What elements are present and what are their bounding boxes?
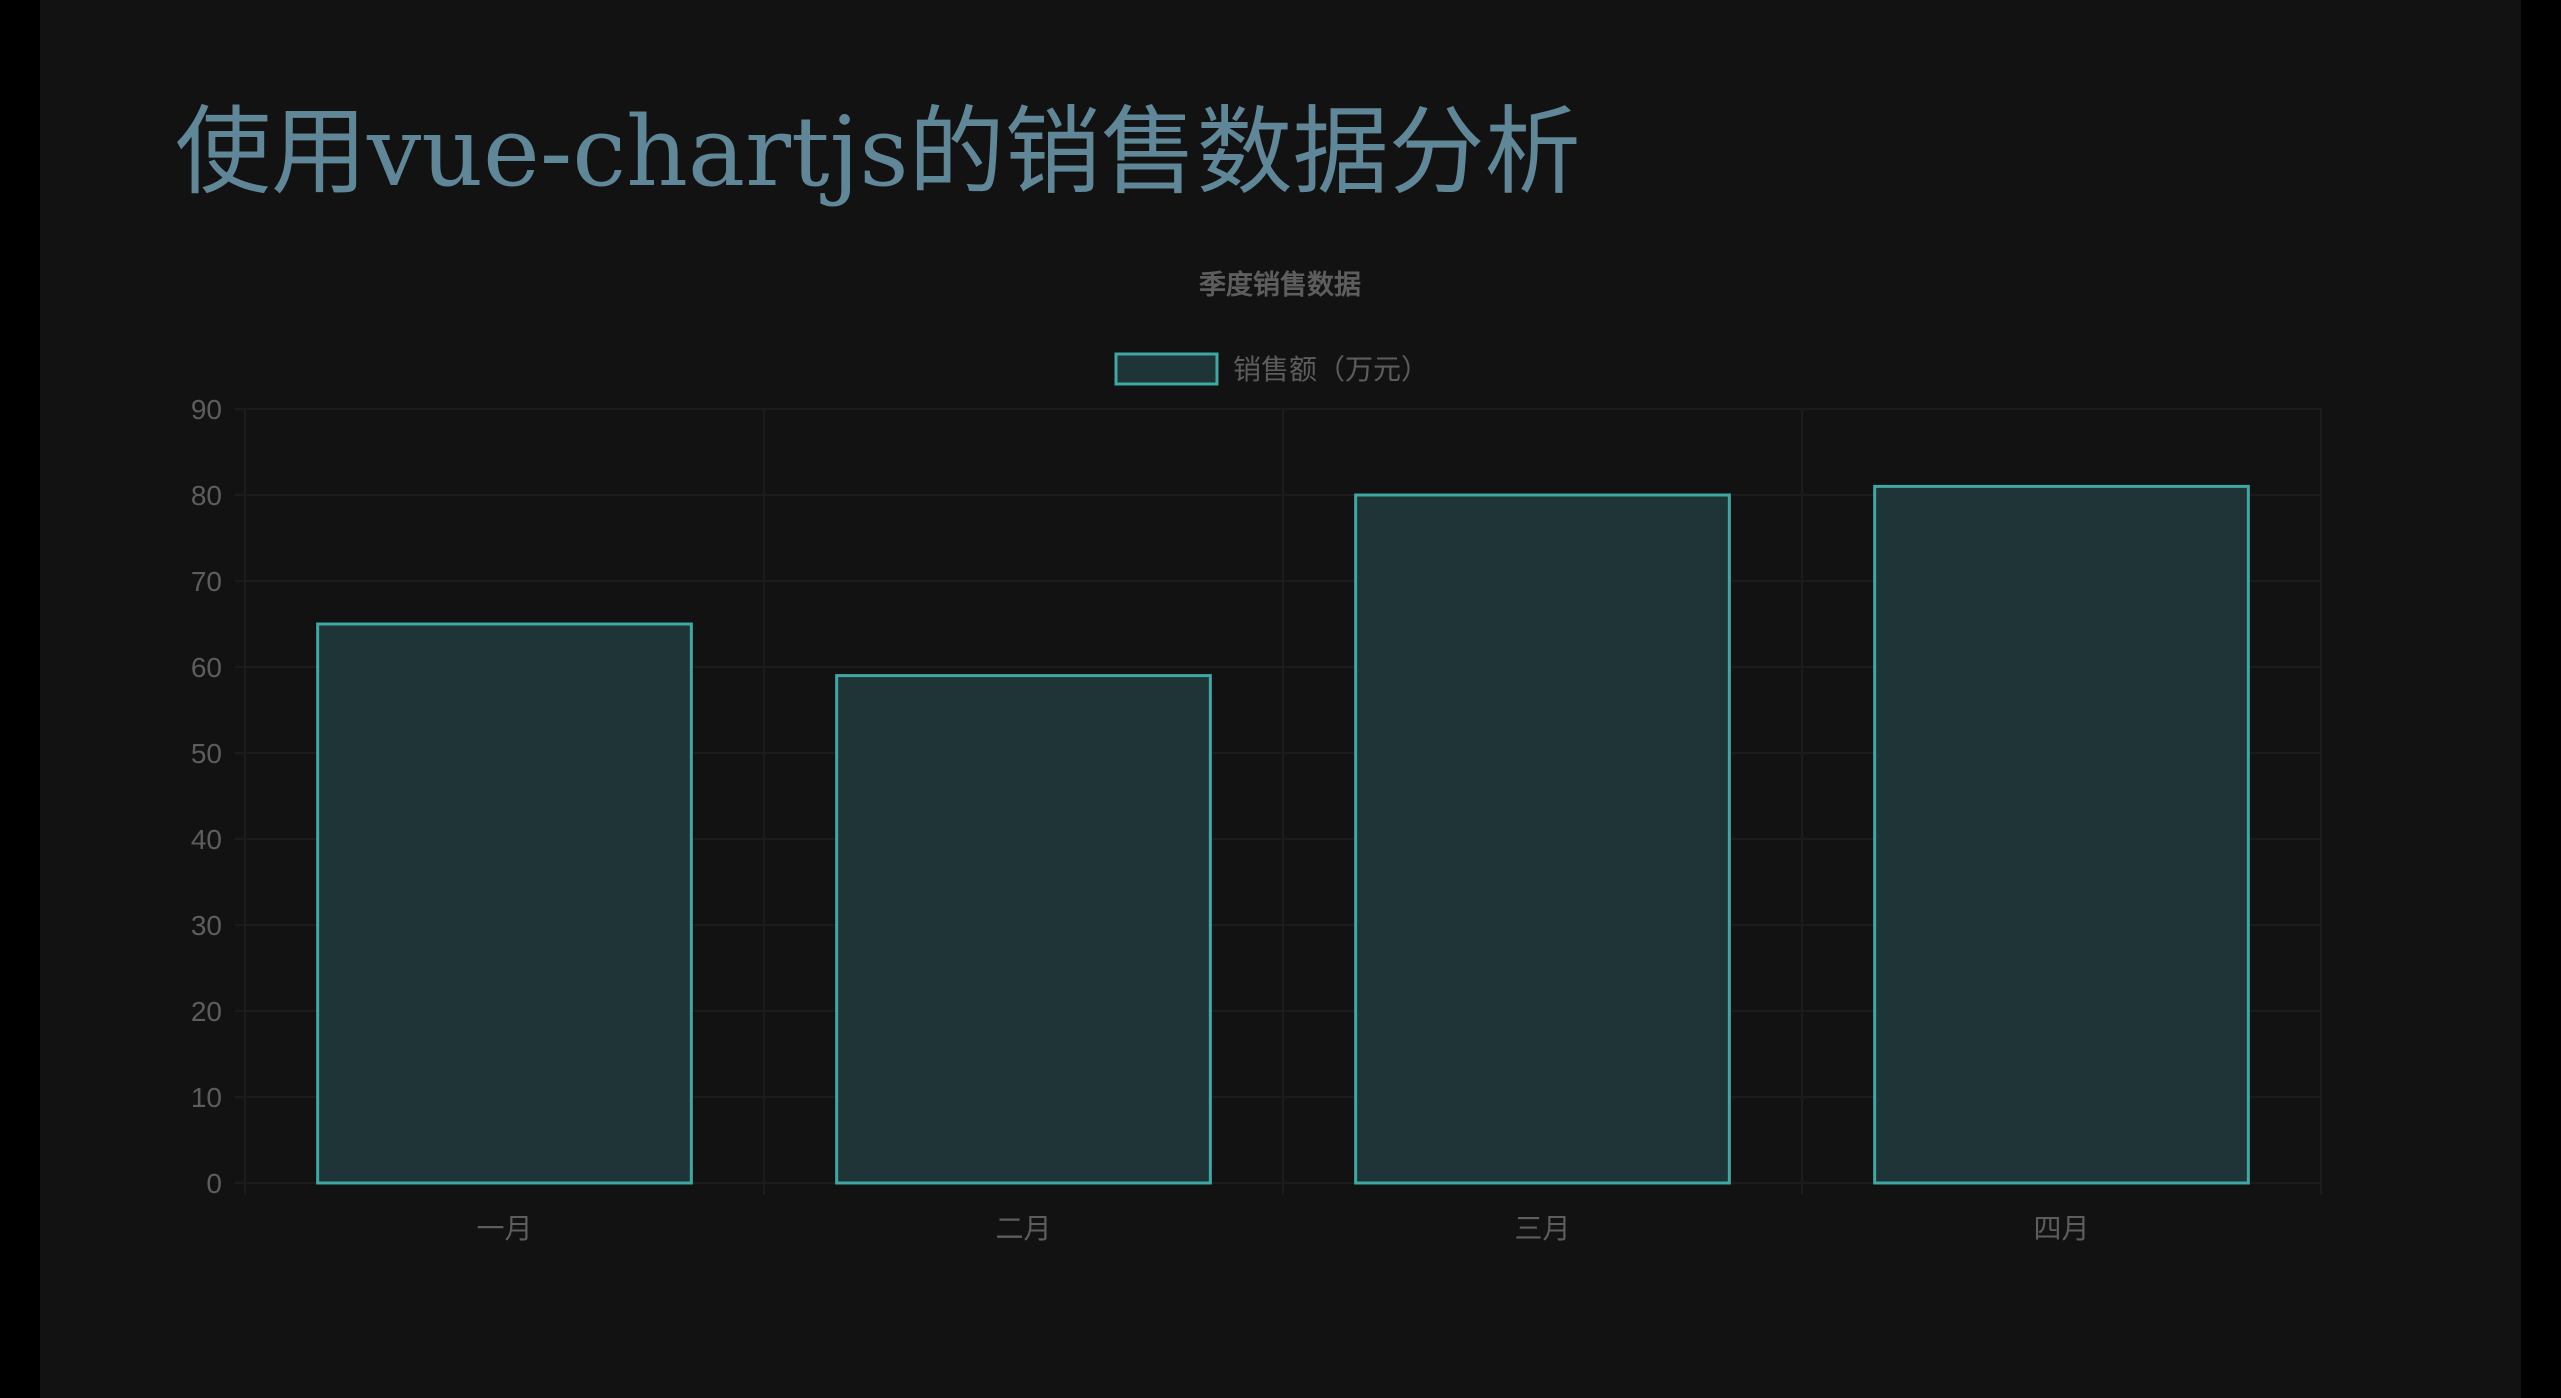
y-tick-label: 20 <box>191 996 222 1027</box>
y-tick-label: 60 <box>191 652 222 683</box>
bar[interactable] <box>316 622 693 1185</box>
bar[interactable] <box>835 674 1212 1185</box>
x-tick-label: 一月 <box>476 1213 532 1244</box>
page-title: 使用vue-chartjs的销售数据分析 <box>175 96 1581 208</box>
legend-label: 销售额（万元） <box>1233 354 1429 385</box>
bar[interactable] <box>1354 493 1731 1185</box>
x-tick-label: 四月 <box>2033 1213 2089 1244</box>
y-tick-label: 80 <box>191 480 222 511</box>
y-axis-ticks: 0 10 20 30 40 50 60 70 80 90 <box>191 394 222 1199</box>
bars <box>316 484 2250 1185</box>
chart-title: 季度销售数据 <box>1199 269 1361 300</box>
y-tick-label: 50 <box>191 738 222 769</box>
bar[interactable] <box>1873 484 2250 1185</box>
y-tick-label: 30 <box>191 910 222 941</box>
y-tick-label: 90 <box>191 394 222 425</box>
legend-swatch <box>1114 352 1219 386</box>
slide: 使用vue-chartjs的销售数据分析 季度销售数据 销售额（万元） 0 10 2… <box>40 0 2521 1398</box>
x-tick-label: 三月 <box>1514 1213 1570 1244</box>
y-tick-label: 70 <box>191 566 222 597</box>
bar-chart: 季度销售数据 销售额（万元） 0 10 20 30 40 50 60 70 80 90 一月 二月 三… <box>191 269 2322 1244</box>
y-tick-label: 10 <box>191 1082 222 1113</box>
x-tick-label: 二月 <box>995 1213 1051 1244</box>
legend[interactable]: 销售额（万元） <box>1114 352 1429 386</box>
x-axis-ticks: 一月 二月 三月 四月 <box>476 1213 2089 1244</box>
y-tick-label: 40 <box>191 824 222 855</box>
y-tick-label: 0 <box>206 1168 222 1199</box>
